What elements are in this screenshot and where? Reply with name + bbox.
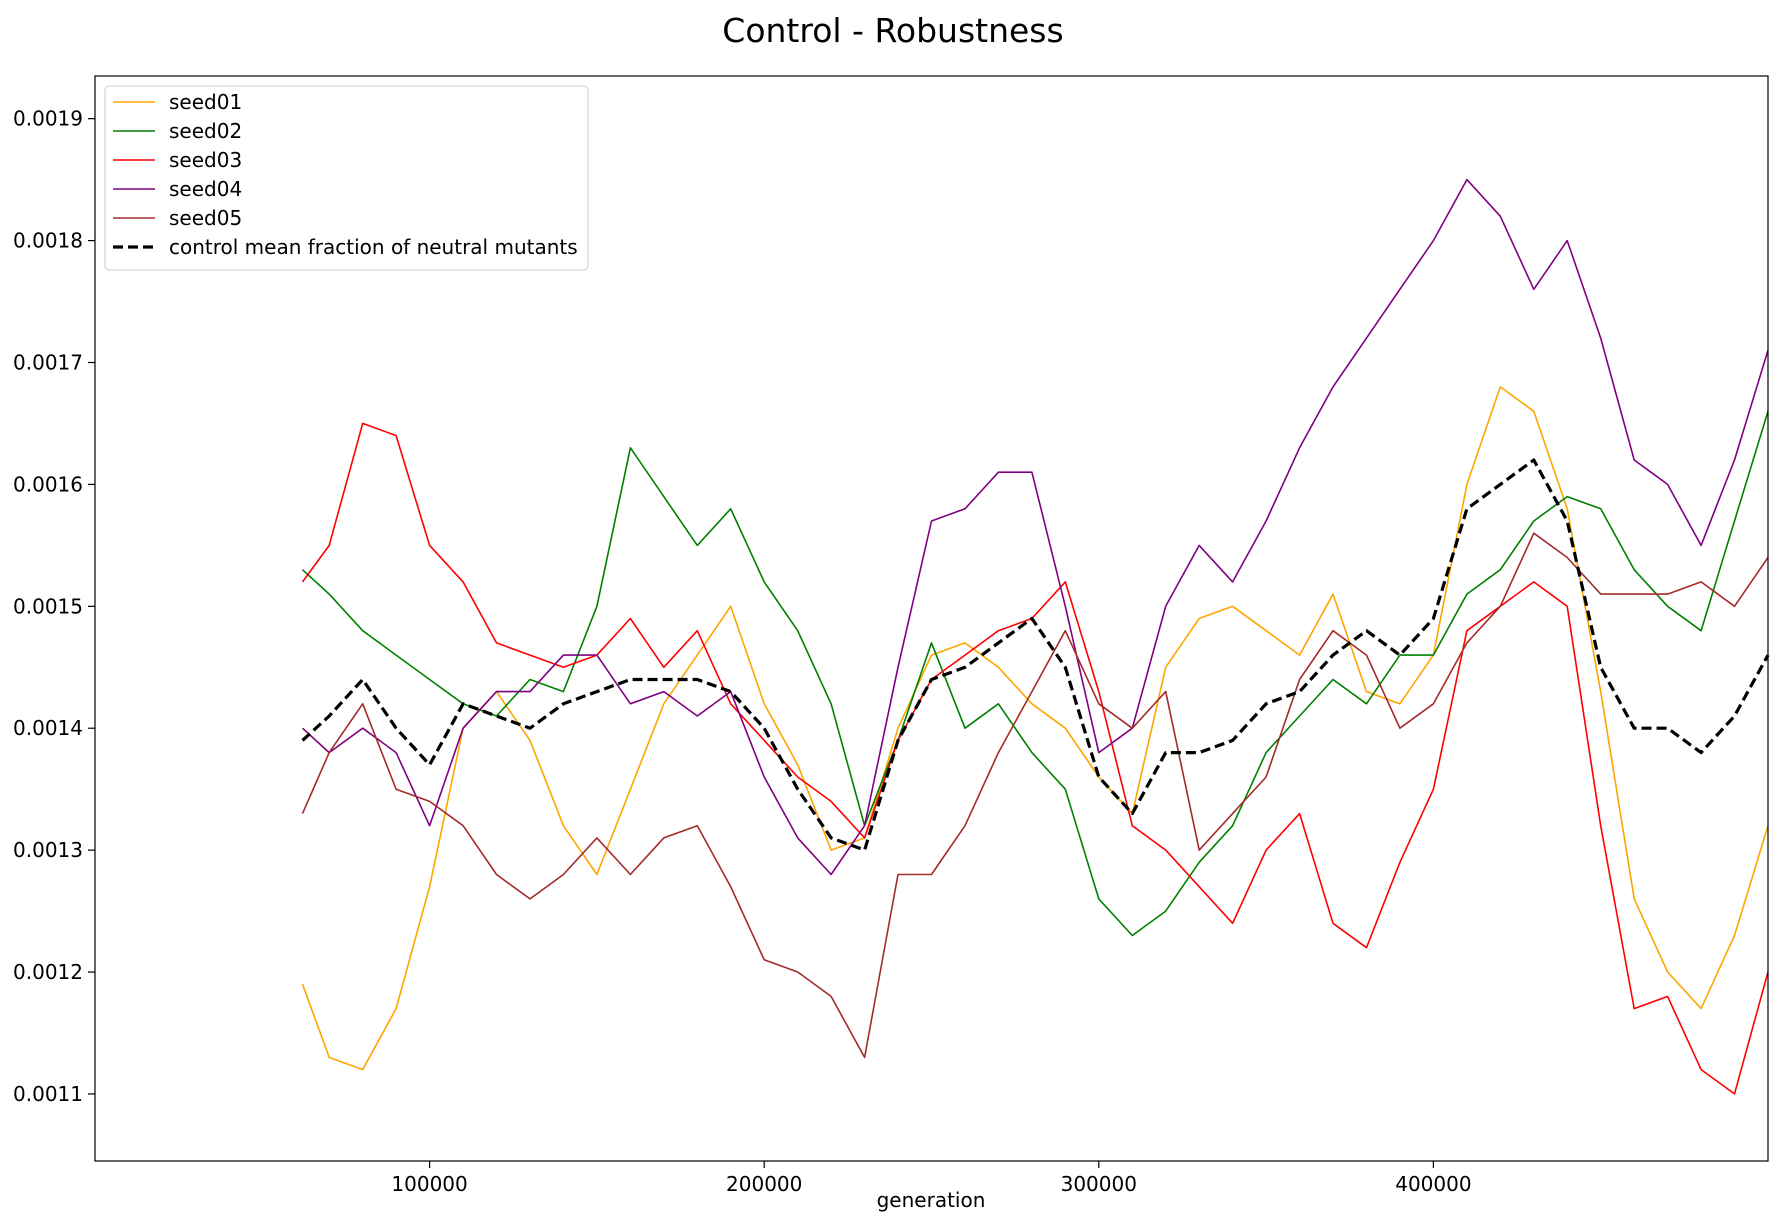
series-line-seed01: [301, 386, 1769, 1071]
x-tick-label: 400000: [1395, 1172, 1471, 1196]
y-tick-label: 0.0013: [13, 838, 83, 862]
y-tick-label: 0.0014: [13, 716, 83, 740]
plot-series: [301, 178, 1770, 1095]
x-tick-label: 200000: [726, 1172, 802, 1196]
y-axis: 0.0011 0.0012 0.0013 0.0014 0.0015 0.0016 0.00…: [13, 107, 95, 1106]
y-tick-label: 0.0011: [13, 1082, 83, 1106]
legend-label: seed02: [169, 119, 242, 143]
legend-label: seed03: [169, 148, 242, 172]
legend: seed01 seed02 seed03 seed04 seed05 control me…: [104, 85, 589, 271]
series-line-seed05: [301, 532, 1769, 1059]
series-line-seed02: [301, 411, 1769, 937]
legend-label: seed04: [169, 177, 242, 201]
legend-box: [104, 85, 589, 271]
series-line-seed03: [301, 422, 1769, 1095]
series-line-seed04: [301, 178, 1769, 876]
legend-label: control mean fraction of neutral mutants: [169, 235, 578, 259]
x-axis-label: generation: [877, 1188, 986, 1212]
series-line-control-mean-fraction-of-neutral-mutants: [301, 458, 1770, 852]
x-tick-label: 100000: [391, 1172, 467, 1196]
x-axis: 100000 200000 300000 400000: [391, 1161, 1472, 1196]
y-tick-label: 0.0015: [13, 594, 83, 618]
y-tick-label: 0.0012: [13, 960, 83, 984]
y-tick-label: 0.0016: [13, 472, 83, 496]
legend-label: seed05: [169, 206, 242, 230]
y-tick-label: 0.0018: [13, 229, 83, 253]
x-tick-label: 300000: [1061, 1172, 1137, 1196]
y-tick-label: 0.0017: [13, 350, 83, 374]
legend-label: seed01: [169, 90, 242, 114]
plot-frame: [94, 75, 1769, 1162]
y-tick-label: 0.0019: [13, 107, 83, 131]
chart-title: Control - Robustness: [722, 11, 1063, 50]
